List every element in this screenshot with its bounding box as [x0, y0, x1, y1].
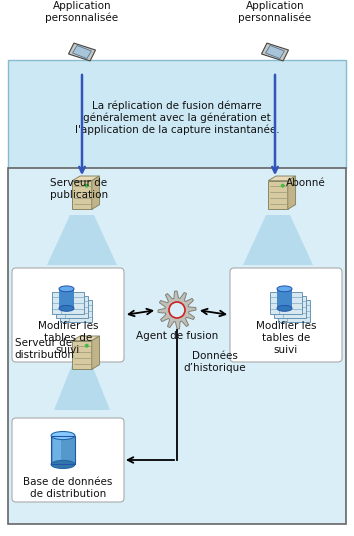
Text: Application
personnalisée: Application personnalisée — [239, 1, 312, 23]
Polygon shape — [73, 46, 91, 58]
Polygon shape — [72, 341, 92, 369]
Text: Application
personnalisée: Application personnalisée — [45, 1, 119, 23]
Text: Agent de fusion: Agent de fusion — [136, 331, 218, 341]
Polygon shape — [268, 176, 296, 181]
Circle shape — [85, 184, 89, 188]
Polygon shape — [92, 176, 99, 209]
Bar — [53, 436, 62, 465]
Polygon shape — [47, 215, 117, 265]
Polygon shape — [262, 43, 289, 61]
Circle shape — [85, 344, 89, 348]
Bar — [277, 289, 292, 308]
Text: Abonné: Abonné — [286, 178, 326, 188]
Bar — [8, 60, 346, 168]
Ellipse shape — [277, 286, 292, 292]
Bar — [56, 296, 88, 318]
Polygon shape — [243, 215, 313, 265]
Text: Modifier les
tables de
suivi: Modifier les tables de suivi — [38, 322, 98, 355]
Bar — [278, 300, 310, 322]
Polygon shape — [72, 336, 99, 341]
Text: Serveur de
publication: Serveur de publication — [50, 178, 108, 199]
Bar — [52, 292, 84, 314]
Polygon shape — [72, 181, 92, 209]
Polygon shape — [158, 291, 196, 329]
Ellipse shape — [51, 431, 75, 440]
Bar — [60, 300, 92, 322]
Text: Modifier les
tables de
suivi: Modifier les tables de suivi — [256, 322, 316, 355]
Polygon shape — [72, 176, 99, 181]
Bar — [51, 436, 75, 465]
Bar — [8, 168, 346, 524]
Polygon shape — [266, 46, 285, 58]
Bar — [270, 292, 302, 314]
Circle shape — [281, 184, 285, 188]
FancyBboxPatch shape — [12, 418, 124, 502]
Bar — [274, 296, 306, 318]
Bar — [51, 436, 75, 465]
Bar — [59, 289, 74, 308]
Text: Données
d’historique: Données d’historique — [184, 351, 246, 373]
Text: La réplication de fusion démarre
généralement avec la génération et
l'applicatio: La réplication de fusion démarre général… — [75, 101, 279, 136]
Ellipse shape — [277, 306, 292, 311]
Polygon shape — [288, 176, 296, 209]
Text: Base de données
de distribution: Base de données de distribution — [23, 477, 113, 499]
Ellipse shape — [59, 306, 74, 311]
Polygon shape — [268, 181, 288, 209]
Polygon shape — [92, 336, 99, 369]
FancyBboxPatch shape — [12, 268, 124, 362]
Polygon shape — [54, 365, 110, 410]
Ellipse shape — [59, 286, 74, 292]
Circle shape — [169, 302, 185, 318]
Polygon shape — [69, 43, 96, 61]
FancyBboxPatch shape — [230, 268, 342, 362]
Ellipse shape — [51, 460, 75, 468]
Text: Serveur de
distribution: Serveur de distribution — [14, 338, 74, 360]
